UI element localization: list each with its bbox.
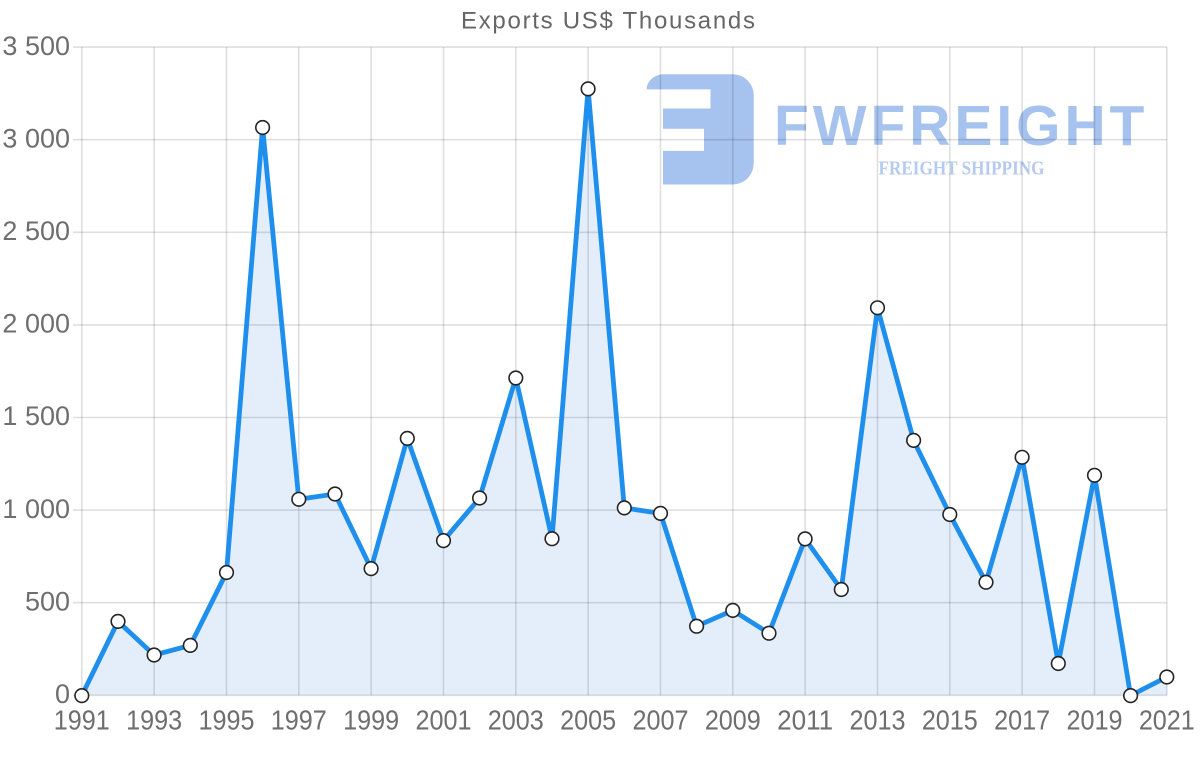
svg-text:1 500: 1 500 [2, 401, 70, 431]
svg-text:0: 0 [55, 679, 70, 709]
svg-text:Exports US$ Thousands: Exports US$ Thousands [461, 7, 755, 34]
svg-text:1991: 1991 [54, 705, 110, 736]
svg-text:2013: 2013 [849, 705, 905, 736]
svg-text:1999: 1999 [343, 705, 399, 736]
svg-text:2011: 2011 [777, 705, 833, 736]
svg-text:2019: 2019 [1066, 705, 1122, 736]
svg-text:FWFREIGHT: FWFREIGHT [774, 94, 1148, 158]
svg-text:3 500: 3 500 [2, 31, 70, 61]
svg-text:2007: 2007 [632, 705, 688, 736]
svg-text:1993: 1993 [126, 705, 182, 736]
svg-text:2021: 2021 [1139, 705, 1195, 736]
svg-text:3 000: 3 000 [2, 123, 70, 153]
svg-text:1995: 1995 [198, 705, 254, 736]
svg-text:2015: 2015 [922, 705, 978, 736]
svg-text:500: 500 [25, 586, 70, 616]
svg-text:2 000: 2 000 [2, 309, 70, 339]
svg-text:2 500: 2 500 [2, 216, 70, 246]
svg-text:1 000: 1 000 [2, 494, 70, 524]
svg-text:FREIGHT SHIPPING: FREIGHT SHIPPING [879, 159, 1045, 180]
svg-text:2003: 2003 [488, 705, 544, 736]
svg-text:2005: 2005 [560, 705, 616, 736]
svg-text:2009: 2009 [705, 705, 761, 736]
svg-text:2001: 2001 [415, 705, 471, 736]
svg-text:2017: 2017 [994, 705, 1050, 736]
svg-text:1997: 1997 [271, 705, 327, 736]
